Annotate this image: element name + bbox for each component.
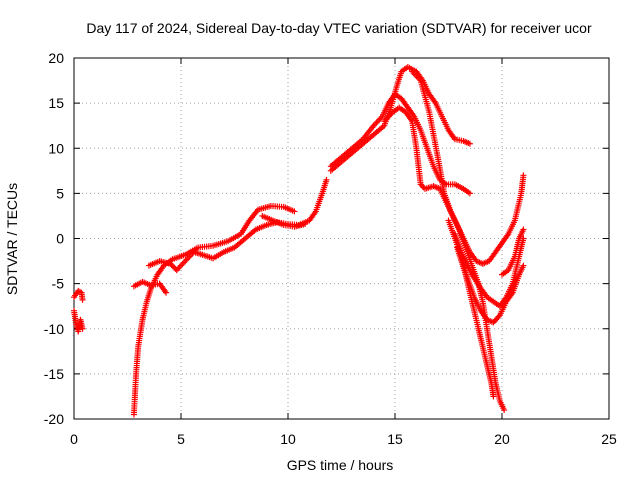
x-tick-label: 10 xyxy=(280,431,296,447)
data-point xyxy=(466,140,473,147)
data-point xyxy=(490,393,497,400)
y-tick-label: -20 xyxy=(44,411,64,427)
y-tick-label: 10 xyxy=(48,140,64,156)
data-points xyxy=(71,64,527,418)
data-point xyxy=(79,325,86,332)
y-axis-label: SDTVAR / TECUs xyxy=(4,183,20,295)
x-tick-label: 15 xyxy=(387,431,403,447)
x-tick-label: 25 xyxy=(601,431,617,447)
y-tick-label: -15 xyxy=(44,366,64,382)
data-point xyxy=(520,172,527,179)
data-point xyxy=(163,289,170,296)
axis-ticks xyxy=(73,57,610,420)
data-point xyxy=(302,221,309,228)
grid xyxy=(74,58,609,419)
y-tick-label: 20 xyxy=(48,50,64,66)
chart-title: Day 117 of 2024, Sidereal Day-to-day VTE… xyxy=(86,20,592,36)
y-tick-label: 0 xyxy=(56,231,64,247)
y-tick-label: 5 xyxy=(56,185,64,201)
data-point xyxy=(520,262,527,269)
y-tick-label: 15 xyxy=(48,95,64,111)
y-tick-label: -5 xyxy=(52,276,65,292)
data-point xyxy=(291,208,298,215)
x-tick-label: 5 xyxy=(177,431,185,447)
data-point xyxy=(501,406,508,413)
data-point xyxy=(466,190,473,197)
axis-tick-labels: 0 5 10 15 20 25 -20 -15 -10 -5 0 5 10 15 20 xyxy=(44,50,617,447)
data-point xyxy=(520,226,527,233)
x-axis-label: GPS time / hours xyxy=(287,457,394,473)
x-tick-label: 0 xyxy=(70,431,78,447)
y-tick-label: -10 xyxy=(44,321,64,337)
data-point xyxy=(323,176,330,183)
x-tick-label: 20 xyxy=(494,431,510,447)
data-point xyxy=(79,296,86,303)
